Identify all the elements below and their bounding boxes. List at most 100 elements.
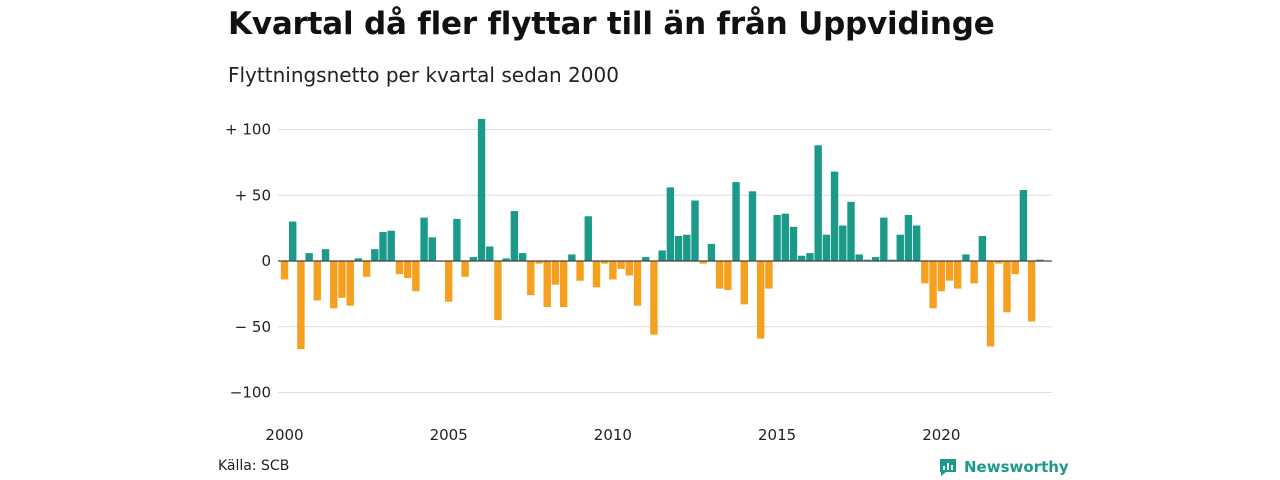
bar-2015K2	[781, 213, 790, 261]
bar-2008K2	[551, 261, 560, 285]
bar-2016K3	[822, 234, 831, 261]
bar-2019K3	[921, 261, 929, 284]
bar-2017K4	[863, 259, 872, 261]
brand-logo: Newsworthy	[938, 457, 1069, 477]
bar-2001K4	[338, 261, 346, 298]
brand-label: Newsworthy	[964, 458, 1069, 476]
bar-2013K3	[724, 261, 732, 290]
bar-2006K4	[502, 258, 510, 261]
bar-2003K2	[387, 230, 395, 261]
bar-2011K4	[666, 187, 675, 261]
bar-2013K4	[732, 182, 740, 261]
bar-2019K1	[904, 214, 913, 261]
bar-2014K3	[756, 261, 765, 339]
bar-2015K1	[773, 214, 781, 261]
bar-2017K2	[847, 201, 855, 261]
bar-2019K2	[912, 225, 921, 261]
bar-2013K1	[707, 243, 716, 261]
x-tick-label: 2020	[922, 426, 960, 444]
bar-2007K1	[510, 211, 519, 261]
bar-2001K1	[313, 261, 322, 301]
y-tick-label: + 100	[225, 121, 271, 139]
bar-2010K2	[617, 261, 625, 269]
bar-2021K4	[995, 261, 1003, 264]
bar-2012K3	[691, 200, 699, 261]
bar-2009K2	[584, 216, 592, 261]
bar-2011K2	[650, 261, 658, 335]
bars	[280, 118, 1044, 350]
bar-2000K4	[305, 253, 313, 261]
bar-2010K3	[625, 261, 634, 276]
bar-2006K2	[486, 246, 494, 261]
bar-2002K4	[371, 249, 379, 261]
bar-2018K4	[896, 234, 904, 261]
bar-2005K3	[461, 261, 469, 277]
bar-2002K3	[362, 261, 371, 277]
y-tick-label: + 50	[235, 186, 271, 204]
bar-2018K3	[888, 259, 896, 261]
bar-2017K1	[839, 225, 847, 261]
bar-2008K1	[543, 261, 551, 308]
bar-2013K2	[715, 261, 724, 289]
x-tick-label: 2015	[758, 426, 796, 444]
y-tick-label: 0	[261, 252, 271, 270]
bar-2014K2	[748, 191, 757, 261]
bar-2021K1	[970, 261, 978, 284]
bar-2008K4	[568, 254, 576, 261]
bar-2003K3	[395, 261, 404, 275]
bar-2002K1	[346, 261, 354, 306]
bar-2022K2	[1011, 261, 1019, 275]
newsworthy-logo-icon	[940, 459, 956, 476]
bar-2007K3	[527, 261, 535, 296]
bar-2022K4	[1027, 261, 1036, 322]
bar-2012K1	[674, 236, 683, 261]
bar-2016K2	[814, 145, 822, 261]
bar-2018K2	[880, 217, 888, 261]
bar-2020K3	[954, 261, 962, 289]
chart-subtitle: Flyttningsnetto per kvartal sedan 2000	[228, 63, 619, 87]
bar-2005K1	[445, 261, 453, 302]
bar-2023K1	[1036, 259, 1044, 261]
bar-2022K1	[1003, 261, 1011, 313]
bar-2005K2	[453, 218, 461, 261]
y-tick-label: −100	[230, 384, 271, 402]
bar-2008K3	[559, 261, 568, 308]
bar-2014K1	[740, 261, 748, 305]
y-axis-ticks: + 100 + 50 0 − 50 −100	[225, 121, 271, 402]
bar-2010K4	[633, 261, 642, 306]
bar-2020K1	[937, 261, 945, 292]
bar-2010K1	[609, 261, 617, 280]
chart-title: Kvartal då fler flyttar till än från Upp…	[228, 6, 995, 42]
bar-2011K3	[658, 250, 666, 261]
bar-2012K2	[683, 234, 691, 261]
bar-2009K4	[600, 261, 609, 264]
source-note: Källa: SCB	[218, 458, 290, 474]
bar-2001K2	[321, 249, 330, 261]
bar-2019K4	[929, 261, 937, 309]
x-tick-label: 2005	[430, 426, 468, 444]
bar-2004K2	[420, 217, 428, 261]
bar-2006K3	[494, 261, 502, 321]
bar-2000K1	[280, 261, 289, 280]
bar-2011K1	[642, 257, 650, 261]
bar-2014K4	[765, 261, 773, 289]
x-tick-label: 2010	[594, 426, 632, 444]
bar-2020K4	[962, 254, 970, 261]
bar-2009K3	[592, 261, 601, 288]
bar-2001K3	[330, 261, 338, 309]
bar-2009K1	[576, 261, 584, 281]
bar-2015K4	[798, 255, 806, 261]
bar-2022K3	[1019, 189, 1028, 261]
bar-2000K2	[289, 221, 297, 261]
bar-2007K2	[518, 253, 527, 261]
bar-2007K4	[535, 261, 543, 264]
bar-2004K1	[412, 261, 420, 292]
bar-2004K3	[428, 237, 436, 261]
bar-2021K3	[986, 261, 995, 347]
bar-2016K1	[806, 253, 814, 261]
bar-2003K1	[379, 232, 387, 261]
bar-2016K4	[830, 171, 839, 261]
bar-2015K3	[789, 226, 798, 261]
bar-2020K2	[945, 261, 954, 281]
